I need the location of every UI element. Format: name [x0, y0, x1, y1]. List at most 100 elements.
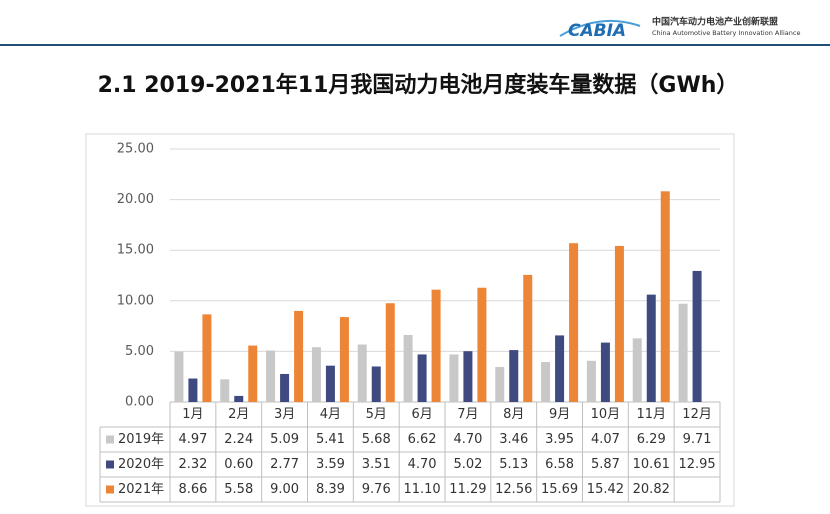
bar [403, 335, 413, 402]
table-cell: 2.24 [224, 432, 253, 447]
table-cell: 4.07 [591, 432, 620, 447]
table-cell: 11.29 [449, 482, 486, 497]
x-tick-label: 5月 [366, 407, 387, 422]
table-cell: 11.10 [403, 482, 440, 497]
logo-arc [559, 19, 641, 37]
x-tick-label: 2月 [228, 407, 249, 422]
bar [234, 395, 244, 402]
bar [509, 350, 519, 402]
table-cell: 15.69 [541, 482, 578, 497]
table-cell: 6.58 [545, 457, 574, 472]
table-cell: 3.46 [499, 432, 528, 447]
table-cell: 3.95 [545, 432, 574, 447]
bar [188, 378, 198, 402]
bar [569, 243, 579, 402]
bar [660, 191, 670, 402]
y-tick-label: 5.00 [125, 344, 154, 359]
chart-frame [85, 133, 735, 507]
plot: 0.00 5.00 10.00 15.00 20.00 25.00 1月 2月 3月 4月 5月 6月… [99, 142, 721, 503]
bar [646, 294, 656, 402]
bar [678, 303, 688, 402]
bar [417, 354, 427, 402]
org-cn: 中国汽车动力电池产业创新联盟 [652, 16, 778, 28]
table-cell: 5.09 [270, 432, 299, 447]
bar [463, 351, 473, 402]
legend-swatch [106, 435, 114, 444]
table-cell: 3.51 [362, 457, 391, 472]
bar [431, 289, 441, 402]
bar [614, 245, 624, 402]
bar [586, 360, 596, 402]
bar [325, 365, 335, 402]
bar [371, 366, 381, 402]
x-tick-label: 11月 [636, 407, 666, 422]
x-tick-label: 3月 [274, 407, 295, 422]
bar [523, 274, 533, 402]
table-cell: 2.32 [178, 457, 207, 472]
table-cell: 2.77 [270, 457, 299, 472]
y-tick-label: 10.00 [117, 293, 154, 308]
bar [555, 335, 565, 402]
bar [632, 338, 642, 402]
table-cell: 0.60 [224, 457, 253, 472]
bar [495, 366, 505, 402]
x-tick-label: 7月 [457, 407, 478, 422]
bar [385, 303, 395, 402]
table-cell: 12.56 [495, 482, 532, 497]
table-cell: 8.39 [316, 482, 345, 497]
bar [357, 344, 367, 402]
table-cell: 20.82 [633, 482, 670, 497]
y-tick-label: 15.00 [117, 243, 154, 258]
legend-label: 2021年 [118, 482, 164, 497]
table-cell: 12.95 [678, 457, 715, 472]
table-cell: 4.97 [178, 432, 207, 447]
table-cell: 5.41 [316, 432, 345, 447]
table-cell: 15.42 [587, 482, 624, 497]
table-cell: 10.61 [633, 457, 670, 472]
x-tick-label: 1月 [182, 407, 203, 422]
bar [174, 351, 184, 402]
table-cell: 5.13 [499, 457, 528, 472]
bar [541, 362, 551, 402]
table-cell: 5.02 [453, 457, 482, 472]
table-cell: 9.71 [683, 432, 712, 447]
table-cell: 3.59 [316, 457, 345, 472]
table-cell: 4.70 [453, 432, 482, 447]
table-cell: 5.68 [362, 432, 391, 447]
table-cell: 6.29 [637, 432, 666, 447]
table-cell: 5.87 [591, 457, 620, 472]
y-tick-label: 0.00 [125, 395, 154, 410]
legend-swatch [106, 460, 114, 469]
y-tick-label: 20.00 [117, 192, 154, 207]
bar [220, 379, 230, 402]
legend-swatch [106, 485, 114, 494]
chart-title: 2.1 2019-2021年11月我国动力电池月度装车量数据（GWh） [98, 72, 739, 98]
table-cell: 9.00 [270, 482, 299, 497]
bar [202, 314, 212, 402]
x-tick-label: 10月 [591, 407, 621, 422]
legend-label: 2020年 [118, 457, 164, 472]
bar [339, 317, 349, 402]
legend-label: 2019年 [118, 432, 164, 447]
y-tick-label: 25.00 [117, 142, 154, 157]
table-cell: 8.66 [178, 482, 207, 497]
org-en: China Automotive Battery Innovation Alli… [652, 29, 800, 37]
bar [311, 347, 321, 402]
table-cell: 6.62 [408, 432, 437, 447]
bar [248, 345, 258, 402]
x-tick-label: 6月 [411, 407, 432, 422]
x-tick-label: 12月 [682, 407, 712, 422]
bar [692, 270, 702, 402]
bar [266, 350, 276, 402]
x-tick-label: 8月 [503, 407, 524, 422]
table-cell: 9.76 [362, 482, 391, 497]
bar [294, 310, 304, 402]
bar [477, 287, 487, 402]
x-tick-label: 9月 [549, 407, 570, 422]
table-cell: 5.58 [224, 482, 253, 497]
bar [449, 354, 459, 402]
bar [600, 342, 610, 402]
table-cell: 4.70 [408, 457, 437, 472]
